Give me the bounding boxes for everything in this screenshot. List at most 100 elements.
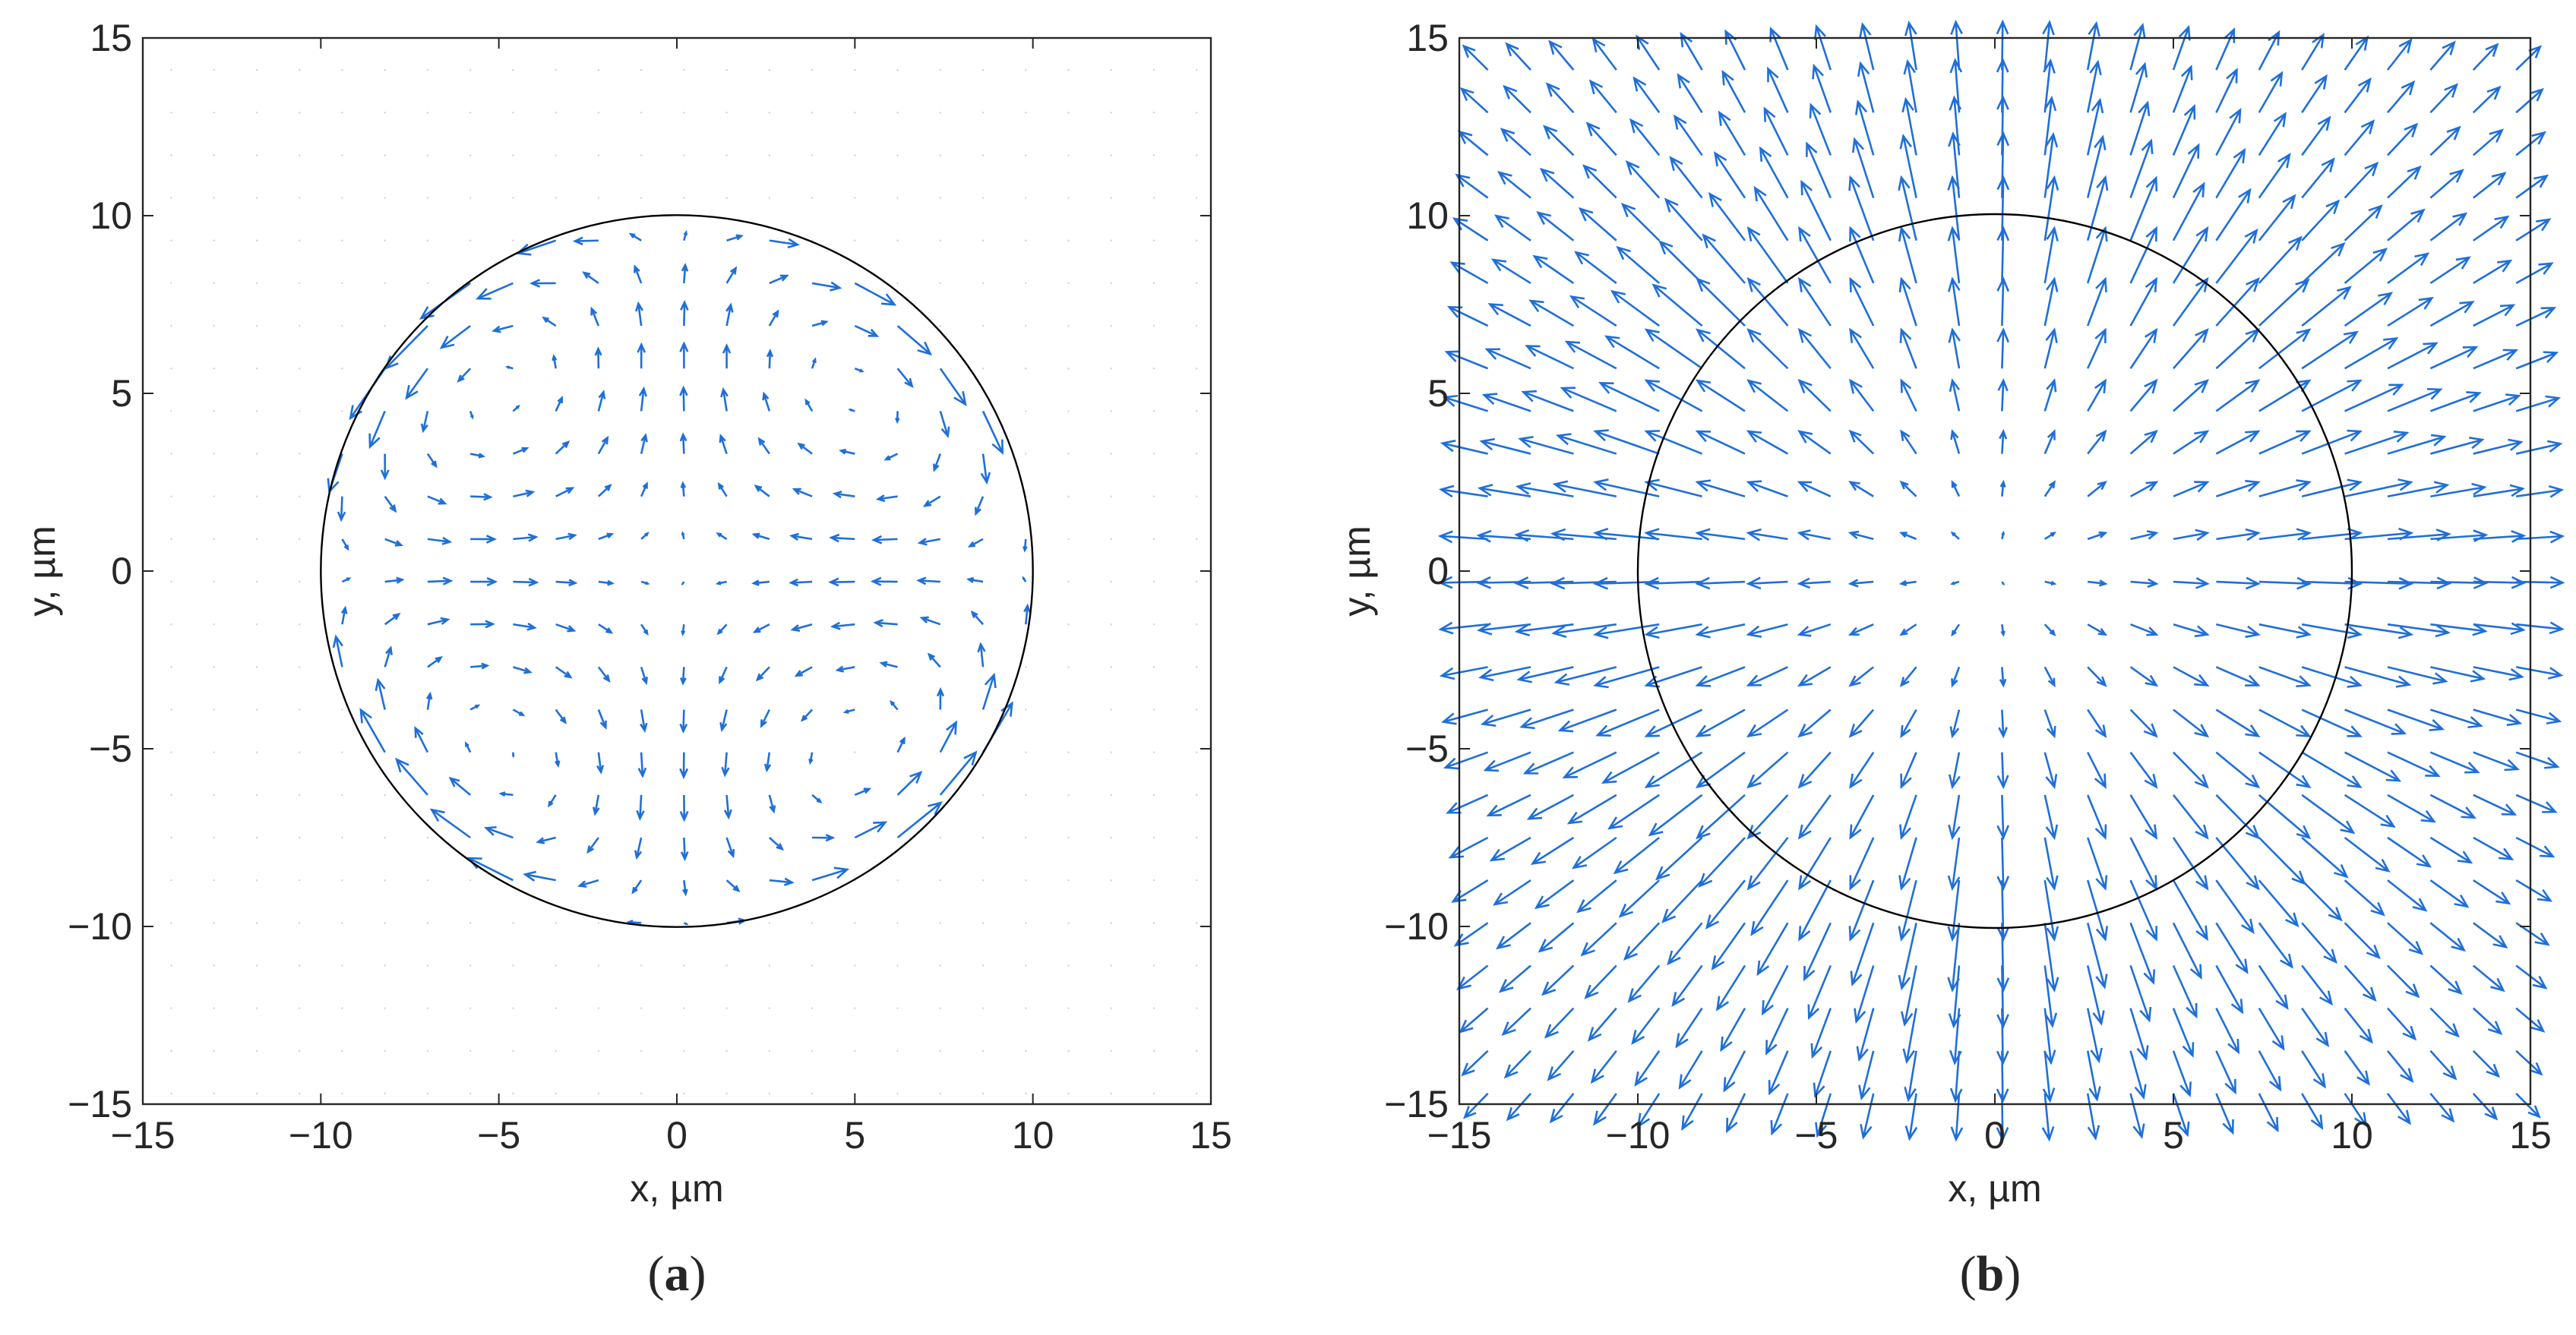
arrow-shaft [2301,75,2328,114]
arrow-shaft [2301,794,2354,834]
arrow-head [636,810,645,821]
arrow-shaft [1759,147,1789,199]
arrow-head [917,341,933,356]
arrow-head [2331,241,2346,257]
quiver-arrow [1999,667,2007,688]
arrow-head [1768,1080,1781,1096]
arrow-shaft [1585,964,1617,999]
arrow-shaft [2043,177,2056,241]
quiver-arrow [1476,576,1531,589]
arrow-shaft [477,282,514,300]
arrow-shaft [2301,117,2331,156]
arrow-shaft [2173,623,2208,636]
quiver-arrow [1441,709,1488,725]
quiver-arrow [1746,576,1788,590]
arrow-shaft [2173,666,2208,686]
arrow-shaft [2215,879,2254,933]
quiver-arrow-dot [341,154,343,156]
quiver-arrow [1664,197,1703,241]
arrow-shaft [2258,380,2310,412]
arrow-head [1746,328,1762,343]
quiver-arrow-dot [299,751,301,753]
quiver-arrow-dot [640,197,643,199]
arrow-shaft [2516,488,2562,498]
arrow-shaft [2387,964,2420,997]
arrow-shaft [1442,442,1488,455]
arrow-shaft [1857,101,1875,156]
quiver-arrow-dot [1067,751,1070,753]
arrow-shaft [1486,348,1531,370]
quiver-arrow [2344,709,2407,735]
quiver-arrow [917,538,941,546]
arrow-shaft [555,709,567,724]
arrow-shaft [2472,172,2505,199]
quiver-arrow-dot [384,154,386,156]
arrow-head [1587,1027,1602,1042]
arrow-shaft [683,265,687,284]
quiver-arrow-dot [512,68,514,71]
quiver-arrow-dot [299,197,301,199]
quiver-arrow-dot [213,580,215,583]
quiver-arrow-dot [768,112,771,114]
quiver-arrow-dot [341,68,343,71]
quiver-arrow [789,578,813,587]
quiver-arrow [1858,1050,1875,1101]
arrow-head [525,489,536,497]
quiver-arrow [919,616,941,626]
quiver-arrow-dot [341,1092,343,1095]
arrow-shaft [2344,879,2385,916]
arrow-shaft [537,836,556,844]
arrow-shaft [2129,228,2157,284]
arrow-head [1680,32,1693,48]
quiver-arrow [1610,289,1660,327]
quiver-arrow [2344,751,2402,782]
quiver-arrow-dot [341,1049,343,1053]
quiver-arrow [1501,1007,1531,1037]
arrow-shaft [1444,396,1488,412]
quiver-arrow [1584,964,1617,999]
arrow-shaft [2001,330,2005,369]
arrow-head [1584,984,1599,999]
quiver-arrow-dot [683,964,685,967]
quiver-arrow-dot [854,68,856,71]
arrow-head [2098,579,2108,587]
quiver-arrow-dot [1152,324,1155,327]
arrow-head [2296,724,2312,737]
arrow-head [395,757,409,773]
arrow-shaft [725,879,739,892]
arrow-head [1948,774,1961,790]
quiver-arrow-dot [1152,282,1155,285]
arrow-head [384,355,399,371]
arrow-shaft [384,538,402,546]
arrow-head [825,833,836,842]
arrow-head [628,232,636,238]
quiver-arrow [2344,204,2383,241]
quiver-arrow [1849,837,1875,891]
quiver-arrow [1480,709,1531,727]
quiver-arrow [552,354,558,369]
quiver-arrow-dot [1196,1007,1198,1009]
quiver-arrow-dot [341,324,343,327]
arrow-shaft [831,536,855,541]
quiver-arrow [2215,379,2261,412]
arrow-shaft [1505,1049,1531,1078]
arrow-shaft [2301,964,2333,1005]
quiver-arrow [1532,254,1575,284]
quiver-arrow [1604,335,1660,370]
quiver-arrow [2001,581,2005,586]
arrow-head [1658,240,1674,255]
quiver-arrow [769,238,800,249]
arrow-shaft [1443,709,1488,723]
arrow-head [439,336,455,349]
arrow-head [1860,1124,1873,1140]
arrow-shaft [919,538,941,544]
arrow-head [2546,712,2562,724]
quiver-arrow-dot [1067,1049,1070,1053]
arrow-shaft [1798,751,1832,788]
arrow-shaft [2387,209,2425,241]
arrow-shaft [721,709,728,731]
quiver-arrow [1539,167,1575,199]
quiver-arrow [2515,218,2552,241]
quiver-arrow [2429,751,2480,774]
quiver-arrow-dot [341,751,343,753]
